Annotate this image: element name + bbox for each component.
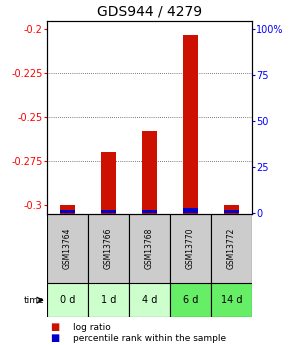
Text: 14 d: 14 d (221, 295, 242, 305)
Text: ■: ■ (50, 333, 59, 343)
Text: GSM13768: GSM13768 (145, 228, 154, 269)
Bar (211, 214, 252, 283)
Text: 1 d: 1 d (101, 295, 116, 305)
Bar (47, 214, 88, 283)
Bar (211, 283, 252, 317)
Text: GSM13770: GSM13770 (186, 228, 195, 269)
Bar (88, 214, 129, 283)
Bar (183, 35, 197, 214)
Bar (170, 214, 211, 283)
Text: percentile rank within the sample: percentile rank within the sample (73, 334, 226, 343)
Text: 4 d: 4 d (142, 295, 157, 305)
Title: GDS944 / 4279: GDS944 / 4279 (97, 4, 202, 18)
Text: log ratio: log ratio (73, 323, 111, 332)
Bar (101, 152, 115, 214)
Bar (88, 283, 129, 317)
Bar (224, 210, 239, 213)
Text: GSM13766: GSM13766 (104, 228, 113, 269)
Text: GSM13764: GSM13764 (63, 228, 72, 269)
Text: 0 d: 0 d (60, 295, 75, 305)
Bar (224, 205, 239, 214)
Text: GSM13772: GSM13772 (227, 228, 236, 269)
Bar (129, 283, 170, 317)
Bar (129, 214, 170, 283)
Bar (142, 131, 157, 214)
Bar (101, 210, 115, 213)
Text: time: time (23, 296, 44, 305)
Bar (142, 210, 157, 213)
Bar (60, 205, 74, 214)
Text: 6 d: 6 d (183, 295, 198, 305)
Bar (183, 208, 197, 213)
Bar (47, 283, 88, 317)
Bar (170, 283, 211, 317)
Text: ■: ■ (50, 323, 59, 332)
Bar (60, 210, 74, 213)
